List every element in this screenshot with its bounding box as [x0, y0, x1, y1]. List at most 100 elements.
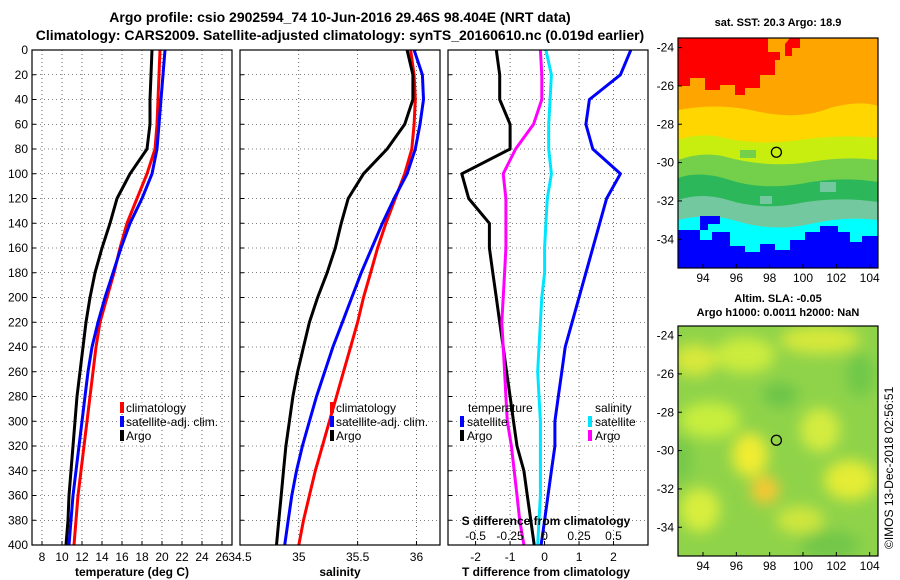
map-x-tick-label: 102	[826, 559, 846, 573]
depth-tick-label: 100	[8, 167, 28, 181]
depth-tick-label: 360	[8, 489, 28, 503]
map-x-tick-label: 98	[763, 559, 777, 573]
title-line-2: Climatology: CARS2009. Satellite-adjuste…	[36, 27, 644, 43]
x-tick-label: -2	[470, 550, 481, 564]
x-top-tick-label: -0.5	[465, 529, 486, 543]
legend-argo-label: Argo	[336, 429, 362, 443]
legend-temp-satellite-label: satellite	[467, 415, 508, 429]
x-tick-label: 20	[155, 550, 169, 564]
map-y-tick-label: -34	[657, 520, 675, 534]
temperature-legend: climatology satellite-adj. clim. Argo	[120, 401, 218, 443]
map-x-tick-label: 104	[860, 559, 880, 573]
credit-label: ©IMOS 13-Dec-2018 02:56:51	[882, 386, 896, 549]
map-y-tick-label: -26	[657, 79, 675, 93]
sla-argo-marker	[770, 434, 783, 446]
x-top-tick-label: 0.5	[605, 529, 622, 543]
depth-tick-label: 80	[15, 142, 29, 156]
series-line-argo	[275, 50, 415, 545]
sst-map: sat. SST: 20.3 Argo: 18.9 94 96 98 100 102 10…	[657, 17, 880, 285]
difference-lines	[460, 50, 633, 545]
depth-tick-label: 240	[8, 340, 28, 354]
sst-argo-marker	[770, 146, 783, 158]
x-tick-label: 2	[610, 550, 617, 564]
x-tick-label: 24	[195, 550, 209, 564]
title-line-1: Argo profile: csio 2902594_74 10-Jun-201…	[109, 9, 570, 25]
map-y-tick-label: -24	[657, 41, 675, 55]
map-y-tick-label: -32	[657, 482, 675, 496]
map-x-tick-label: 96	[730, 271, 744, 285]
difference-xlabel-bottom: T difference from climatology	[462, 565, 630, 579]
map-y-tick-label: -28	[657, 117, 675, 131]
x-tick-label: 0	[541, 550, 548, 564]
map-x-tick-label: 94	[696, 559, 710, 573]
map-y-tick-label: -32	[657, 194, 675, 208]
legend-salinity-title: salinity	[595, 401, 632, 415]
series-line-climatology	[72, 50, 162, 545]
depth-tick-label: 40	[15, 93, 29, 107]
legend-sal-satellite-swatch	[588, 416, 592, 427]
depth-tick-label: 180	[8, 266, 28, 280]
temperature-grid	[32, 49, 232, 546]
difference-panel: -2 -1 0 1 2 -0.5 -0.25 0 0.25 0.5 T difference fr…	[447, 49, 649, 579]
difference-xlabel-top: S difference from climatology	[462, 514, 631, 528]
depth-tick-label: 400	[8, 538, 28, 552]
sla-map-title-line-2: Argo h1000: 0.0011 h2000: NaN	[697, 307, 860, 319]
map-x-tick-label: 94	[696, 271, 710, 285]
temperature-ticks: 8 10 12 14 16 18 20 22 24 26	[39, 550, 229, 564]
legend-climatology-label: climatology	[336, 401, 396, 415]
map-y-tick-label: -34	[657, 232, 675, 246]
sla-map-image	[678, 326, 878, 556]
depth-tick-label: 0	[21, 43, 28, 57]
map-x-tick-label: 98	[763, 271, 777, 285]
depth-tick-label: 220	[8, 315, 28, 329]
legend-temp-satellite-swatch	[460, 416, 464, 427]
legend-satellite-label: satellite-adj. clim.	[126, 415, 218, 429]
legend-temp-argo-label: Argo	[467, 429, 493, 443]
x-top-tick-label: -0.25	[496, 529, 524, 543]
legend-temp-argo-swatch	[460, 430, 464, 441]
salinity-lines	[275, 50, 425, 545]
map-x-tick-label: 100	[793, 271, 813, 285]
legend-argo-swatch	[330, 430, 334, 441]
depth-tick-label: 340	[8, 464, 28, 478]
legend-sal-argo-label: Argo	[595, 429, 621, 443]
sst-map-image	[678, 38, 878, 268]
depth-tick-label: 260	[8, 365, 28, 379]
legend-sal-satellite-label: satellite	[595, 415, 636, 429]
depth-tick-label: 300	[8, 414, 28, 428]
map-y-tick-label: -26	[657, 367, 675, 381]
map-y-tick-label: -30	[657, 156, 675, 170]
sla-map-title-line-1: Altim. SLA: -0.05	[734, 293, 821, 305]
temperature-lines	[64, 50, 167, 545]
salinity-ticks: 34.5 35 35.5 36	[228, 550, 423, 564]
x-tick-label: 35.5	[346, 550, 370, 564]
salinity-panel: 34.5 35 35.5 36 salinity climatology satell…	[228, 49, 441, 579]
map-x-tick-label: 102	[826, 271, 846, 285]
x-top-tick-label: 0.25	[567, 529, 591, 543]
salinity-legend: climatology satellite-adj. clim. Argo	[330, 401, 428, 443]
temperature-xlabel: temperature (deg C)	[75, 565, 189, 579]
map-y-tick-label: -28	[657, 405, 675, 419]
salinity-grid	[239, 49, 440, 546]
depth-tick-label: 60	[15, 117, 29, 131]
legend-climatology-swatch	[330, 402, 334, 413]
legend-satellite-swatch	[120, 416, 124, 427]
legend-argo-label: Argo	[126, 429, 152, 443]
x-tick-label: 14	[95, 550, 109, 564]
sla-map-ticks: 94 96 98 100 102 104 -24 -26 -28 -30 -32 -34	[657, 329, 880, 573]
x-tick-label: 36	[410, 550, 424, 564]
x-tick-label: 12	[75, 550, 89, 564]
depth-tick-label: 20	[15, 68, 29, 82]
x-tick-label: 34.5	[228, 550, 252, 564]
x-tick-label: 10	[55, 550, 69, 564]
series-line-climatology	[297, 50, 417, 545]
depth-tick-label: 160	[8, 241, 28, 255]
series-line-temperature-satellite	[539, 50, 633, 545]
x-tick-label: 35	[292, 550, 306, 564]
series-line-salinity-argo	[500, 50, 544, 545]
legend-temperature-title: temperature	[468, 401, 533, 415]
legend-argo-swatch	[120, 430, 124, 441]
x-top-tick-label: 0	[541, 529, 548, 543]
series-line-temperature-argo	[460, 50, 536, 545]
